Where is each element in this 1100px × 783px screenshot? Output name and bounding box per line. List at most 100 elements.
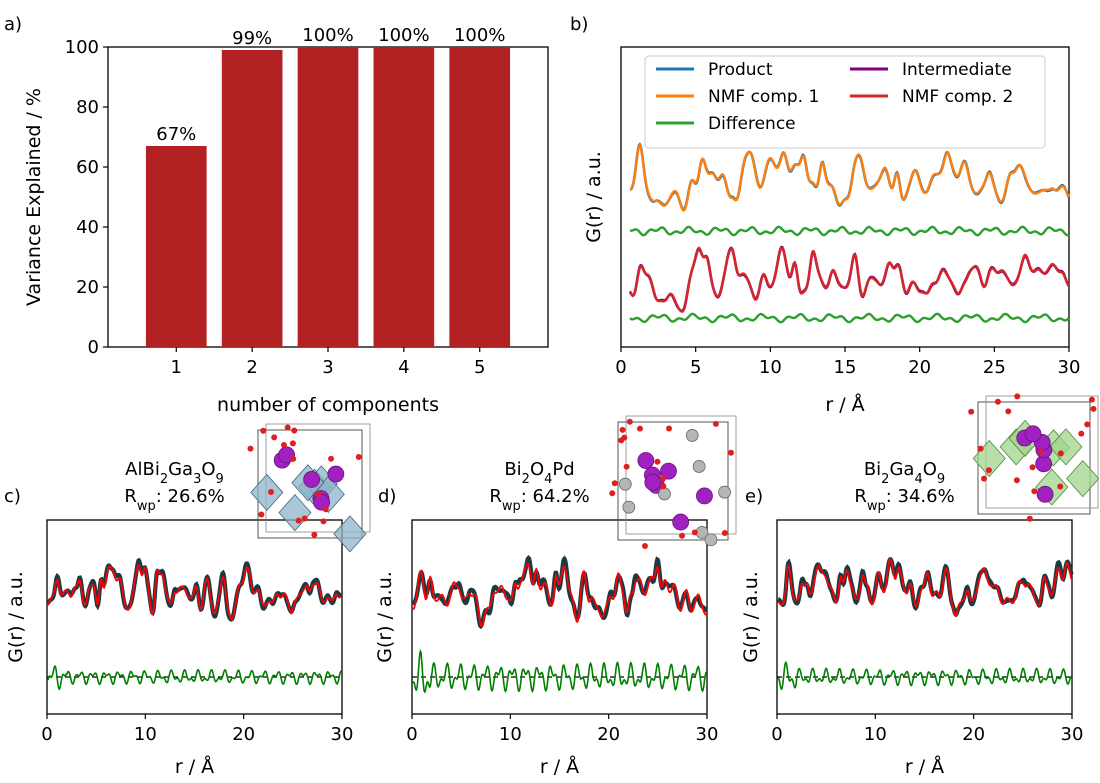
fit-curve <box>412 562 708 627</box>
x-axis-label: r / Å <box>540 755 579 778</box>
x-tick-label: 0 <box>615 357 626 378</box>
o-atom <box>1005 408 1012 415</box>
series-difference-1 <box>629 225 1070 237</box>
o-atom <box>315 491 322 498</box>
crystal-structure-e <box>968 393 1100 522</box>
o-atom <box>1029 464 1036 471</box>
o-atom <box>721 529 728 536</box>
polyhedron <box>1066 460 1100 498</box>
o-atom <box>691 529 698 536</box>
o-atom <box>611 480 618 487</box>
x-tick-label: 2 <box>246 357 257 378</box>
y-axis-label: Variance Explained / % <box>23 88 45 306</box>
bi-atom <box>644 473 662 491</box>
panel-label-d: d) <box>378 486 396 507</box>
pd-atom <box>618 477 632 491</box>
bi-atom <box>1036 485 1054 503</box>
o-atom <box>712 420 719 427</box>
y-tick-label: 60 <box>76 157 99 178</box>
y-tick-label: 100 <box>65 37 99 58</box>
o-atom <box>289 440 296 447</box>
o-atom <box>291 427 298 434</box>
bar-data-label: 100% <box>378 25 429 46</box>
bar-data-label: 100% <box>454 25 505 46</box>
legend-entry: Intermediate <box>902 60 1012 80</box>
x-tick-label: 0 <box>771 724 782 745</box>
bi-atom <box>327 465 345 483</box>
pd-atom <box>658 487 671 501</box>
o-atom <box>1038 448 1045 455</box>
y-tick-label: 0 <box>88 337 99 358</box>
o-atom <box>660 483 667 490</box>
o-atom <box>1014 393 1021 400</box>
crystal-structure-c <box>247 423 371 553</box>
panel-label-c: c) <box>4 486 21 507</box>
o-atom <box>268 488 275 495</box>
o-atom <box>626 418 633 425</box>
o-atom <box>295 517 302 524</box>
o-atom <box>981 475 988 482</box>
bar-data-label: 67% <box>156 124 196 145</box>
x-axis-label: r / Å <box>175 755 214 778</box>
o-atom <box>985 467 992 474</box>
o-atom <box>322 506 329 513</box>
y-axis-label: G(r) / a.u. <box>5 571 27 663</box>
o-atom <box>728 449 735 456</box>
x-tick-label: 30 <box>1061 724 1084 745</box>
rwp-value: Rwp: 34.6% <box>854 486 954 514</box>
axes-frame-e <box>776 519 1073 715</box>
chart-a: 67% 1 99% 2 100% 3 100% 4 100% 5 0 20 40 60 80 100 numbe… <box>23 25 549 416</box>
observed-curve <box>411 555 708 630</box>
pd-atom <box>692 460 706 473</box>
chart-title: Bi2Ga4O9 <box>864 459 945 487</box>
bi-atom <box>303 471 321 488</box>
x-tick-label: 20 <box>597 724 620 745</box>
polyhedron <box>250 473 284 512</box>
o-atom <box>1088 396 1095 403</box>
x-tick-label: 5 <box>690 357 701 378</box>
o-atom <box>609 490 616 497</box>
x-tick-label: 0 <box>41 724 52 745</box>
o-atom <box>271 434 278 441</box>
rwp-value: Rwp: 26.6% <box>124 486 224 514</box>
series-nmf-comp-2 <box>628 246 1070 314</box>
legend-entry: NMF comp. 1 <box>708 87 819 107</box>
unit-cell-outline <box>617 421 729 541</box>
o-atom <box>623 463 630 470</box>
o-atom <box>641 543 648 550</box>
o-atom <box>284 424 291 431</box>
x-tick-label: 25 <box>983 357 1006 378</box>
x-tick-label: 30 <box>696 724 719 745</box>
chart-title: AlBi2Ga3O9 <box>125 459 224 487</box>
pd-atom <box>704 533 718 547</box>
o-atom <box>968 408 975 415</box>
o-atom <box>320 518 327 525</box>
polyhedron <box>1049 428 1083 466</box>
pd-atom <box>718 485 731 499</box>
y-tick-label: 20 <box>76 277 99 298</box>
o-atom <box>260 427 267 434</box>
x-tick-label: 10 <box>864 724 887 745</box>
x-axis-label: r / Å <box>905 755 944 778</box>
legend-box <box>644 55 1046 149</box>
x-tick-label: 10 <box>499 724 522 745</box>
o-atom <box>301 515 308 522</box>
pd-atom <box>685 429 699 442</box>
crystal-structure-d <box>609 415 737 550</box>
o-atom <box>290 455 297 462</box>
o-atom <box>355 454 362 461</box>
o-atom <box>679 532 686 539</box>
series-nmf-comp-1 <box>630 143 1071 212</box>
o-atom <box>1090 405 1097 412</box>
o-atom <box>328 455 335 462</box>
bar <box>145 146 207 347</box>
o-atom <box>1057 450 1064 457</box>
o-atom <box>666 425 673 432</box>
x-tick-label: 4 <box>398 357 409 378</box>
o-atom <box>1026 515 1033 522</box>
difference-curve <box>47 664 342 691</box>
bi-atom <box>696 487 713 505</box>
o-atom <box>636 425 643 432</box>
